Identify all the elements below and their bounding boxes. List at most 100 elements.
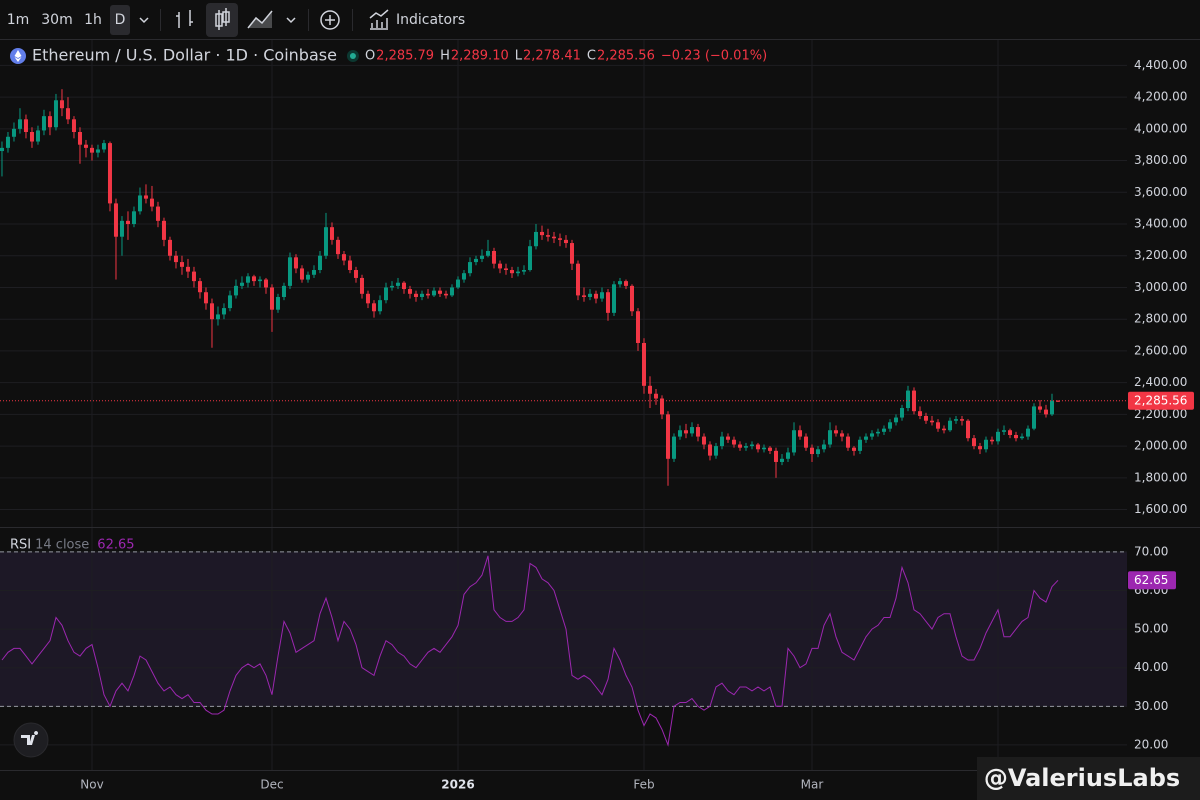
y-tick-label: 2,200.00 — [1134, 407, 1187, 421]
candle-body — [125, 220, 130, 225]
candle-body — [797, 430, 802, 437]
candle-body — [725, 436, 730, 440]
candle-body — [479, 255, 484, 259]
candle-body — [137, 195, 142, 212]
candle-body — [647, 385, 652, 394]
watermark-bg — [977, 757, 1200, 800]
candle-body — [419, 293, 424, 297]
last-price-label: 2,285.56 — [1134, 393, 1187, 407]
candle-body — [905, 390, 910, 409]
candle-body — [203, 292, 208, 304]
y-tick-label: 2,800.00 — [1134, 312, 1187, 326]
candle-body — [395, 282, 400, 286]
candle-body — [17, 119, 22, 129]
candle-body — [635, 311, 640, 343]
candle-body — [671, 436, 676, 459]
candle-body — [401, 282, 406, 290]
candle-body — [407, 289, 412, 294]
candle-body — [53, 100, 58, 128]
candle-body — [983, 439, 988, 450]
candle-body — [575, 263, 580, 296]
candle-body — [425, 293, 430, 296]
style-dropdown[interactable] — [286, 17, 296, 24]
candle-body — [785, 452, 790, 459]
indicators-icon[interactable] — [369, 9, 389, 30]
candle-body — [485, 250, 490, 256]
candle-body — [107, 143, 112, 204]
candle-body — [383, 287, 388, 301]
candle-body — [881, 428, 886, 432]
candle-body — [95, 149, 100, 153]
line-style-button[interactable] — [247, 10, 273, 29]
indicators-button[interactable]: Indicators — [396, 12, 465, 28]
candles-style-button[interactable] — [215, 8, 230, 30]
candle-body — [437, 290, 442, 294]
candle-body — [389, 285, 394, 288]
candle-body — [431, 290, 436, 296]
x-tick-label: Feb — [633, 778, 654, 792]
candle-body — [473, 258, 478, 263]
candle-body — [317, 255, 322, 271]
interval-button[interactable]: 1m — [7, 12, 30, 28]
candle-body — [179, 262, 184, 267]
candle-body — [215, 314, 220, 320]
candle-body — [1055, 400, 1060, 402]
candle-body — [947, 420, 952, 431]
candle-body — [449, 287, 454, 296]
candle-body — [335, 239, 340, 255]
candle-body — [701, 436, 706, 445]
candle-body — [731, 439, 736, 445]
candle-body — [929, 420, 934, 423]
candle-body — [569, 243, 574, 264]
y-tick-label: 2,600.00 — [1134, 343, 1187, 357]
candle-body — [503, 268, 508, 271]
y-tick-label: 30.00 — [1134, 699, 1168, 713]
candle-body — [875, 431, 880, 434]
y-tick-label: 4,400.00 — [1134, 58, 1187, 72]
candle-body — [767, 447, 772, 451]
indicator-title: RSI — [10, 538, 31, 553]
candle-body — [119, 220, 124, 237]
y-tick-label: 50.00 — [1134, 622, 1168, 636]
candle-body — [659, 398, 664, 415]
ohlc-value: 2,278.41 — [523, 49, 581, 64]
bars-style-button[interactable] — [176, 10, 193, 28]
y-tick-label: 70.00 — [1134, 544, 1168, 558]
compare-plus — [325, 15, 335, 25]
candle-body — [935, 422, 940, 429]
candle-body — [509, 270, 514, 274]
candle-body — [101, 143, 106, 150]
candle-body — [305, 274, 310, 280]
interval-dropdown[interactable] — [139, 17, 149, 24]
candle-body — [611, 284, 616, 313]
compare-button[interactable] — [320, 10, 340, 30]
candle-body — [221, 308, 226, 315]
candle-body — [665, 414, 670, 459]
candle-body — [653, 393, 658, 399]
y-tick-label: 2,400.00 — [1134, 375, 1187, 389]
candle-body — [815, 449, 820, 455]
y-tick-label: 40.00 — [1134, 660, 1168, 674]
candle-body — [461, 273, 466, 280]
candle-body — [365, 293, 370, 304]
watermark: @ValeriusLabs — [984, 764, 1180, 792]
y-tick-label: 3,800.00 — [1134, 153, 1187, 167]
candle-body — [803, 436, 808, 448]
candle-body — [1001, 430, 1006, 432]
candle-body — [713, 446, 718, 456]
candle-body — [953, 419, 958, 421]
candle-body — [293, 257, 298, 269]
interval-button[interactable]: 1h — [84, 12, 102, 28]
candle-body — [821, 444, 826, 450]
candle-body — [1037, 406, 1042, 410]
interval-button[interactable]: D — [115, 12, 126, 28]
candle-body — [167, 239, 172, 256]
candle-body — [443, 293, 448, 296]
interval-button[interactable]: 30m — [41, 12, 72, 28]
candle-body — [959, 419, 964, 421]
candle-body — [899, 408, 904, 418]
ohlc-value: 2,285.79 — [376, 49, 434, 64]
candle-body — [413, 293, 418, 297]
candle-body — [743, 446, 748, 448]
